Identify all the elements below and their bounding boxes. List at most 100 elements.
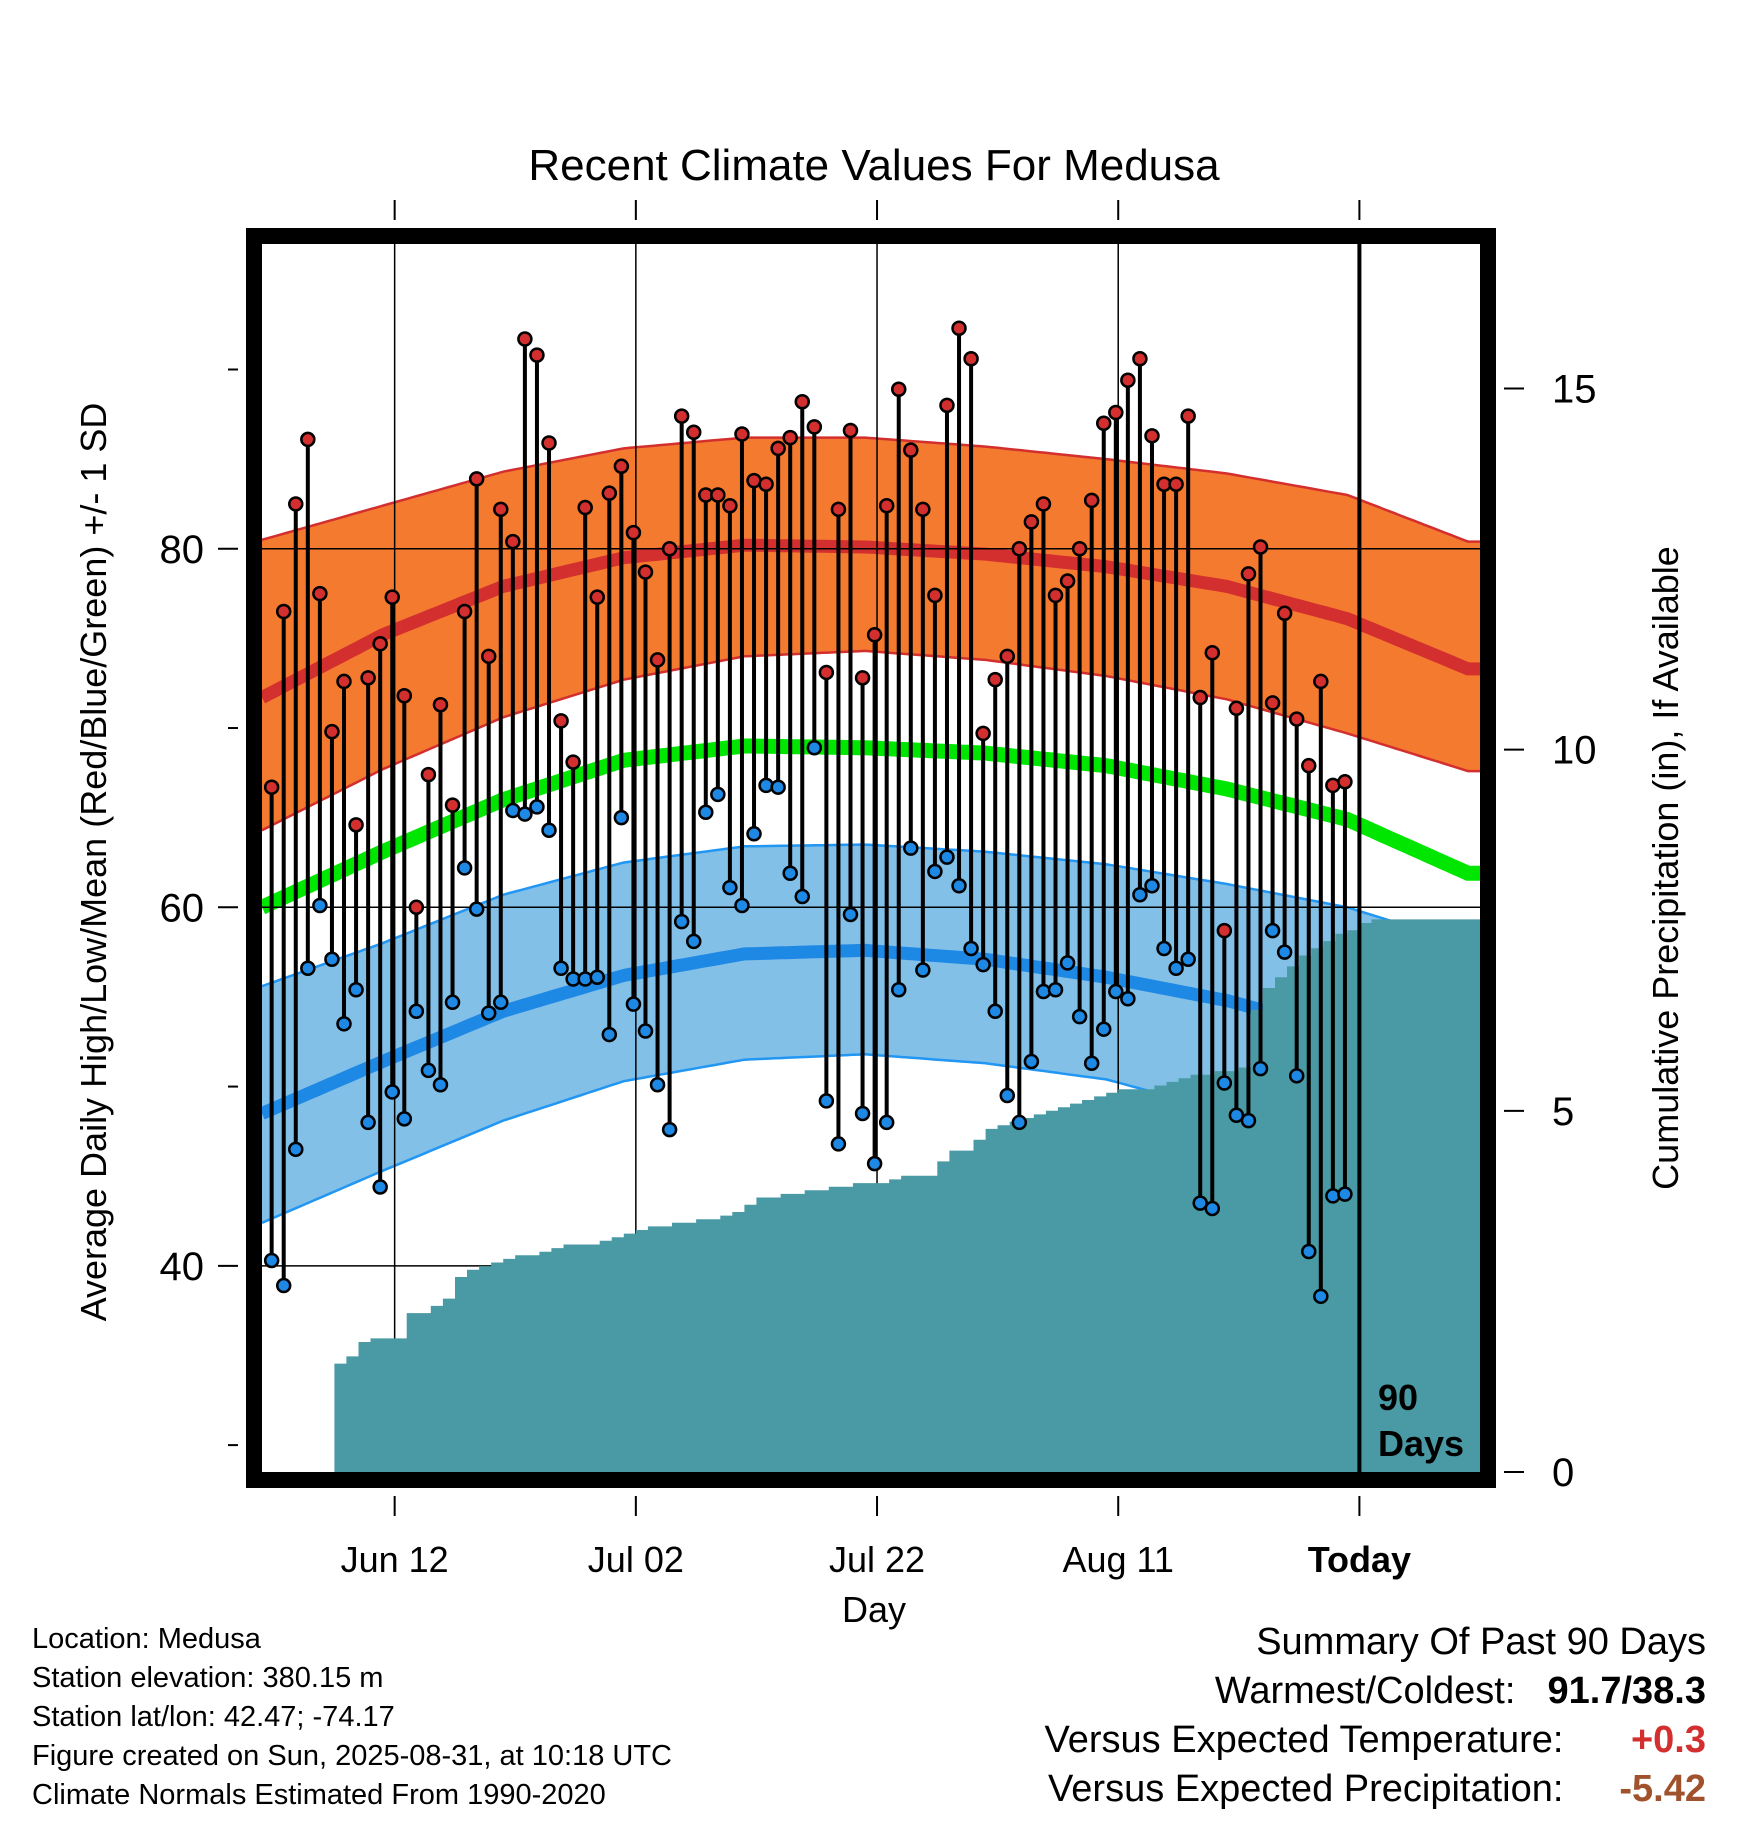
- high-point: [1288, 711, 1305, 727]
- low-point: [830, 1136, 847, 1152]
- low-point: [866, 1155, 883, 1172]
- high-point: [456, 603, 473, 620]
- y-tick-label: 60: [160, 886, 205, 930]
- high-point: [673, 408, 690, 424]
- high-point: [637, 564, 654, 580]
- low-point: [408, 1003, 425, 1020]
- high-point: [987, 671, 1003, 688]
- temp-label: Versus Expected Temperature:: [1044, 1719, 1564, 1761]
- x-tick-label: Today: [1308, 1539, 1411, 1580]
- low-point: [1264, 922, 1281, 939]
- high-point: [263, 779, 280, 795]
- low-point: [529, 799, 545, 815]
- low-point: [432, 1077, 449, 1093]
- high-point: [288, 496, 304, 512]
- high-point: [1071, 541, 1088, 557]
- low-point: [806, 739, 823, 756]
- low-point: [1240, 1112, 1257, 1129]
- low-point: [288, 1141, 304, 1158]
- low-point: [710, 786, 726, 803]
- low-point: [685, 933, 702, 950]
- y2-tick-label: 10: [1552, 729, 1597, 773]
- high-point: [529, 347, 545, 363]
- high-point: [722, 497, 738, 514]
- high-point: [1035, 496, 1052, 512]
- high-point: [1252, 539, 1269, 555]
- low-point: [818, 1093, 835, 1109]
- high-point: [444, 797, 461, 813]
- high-point: [565, 754, 581, 770]
- low-point: [1180, 951, 1196, 968]
- low-point: [673, 913, 690, 930]
- low-point: [420, 1062, 437, 1079]
- high-point: [661, 541, 678, 557]
- high-point: [541, 435, 557, 451]
- high-point: [312, 585, 328, 602]
- high-point: [577, 499, 593, 516]
- low-point: [263, 1252, 280, 1269]
- low-point: [963, 940, 979, 957]
- low-point: [444, 994, 461, 1011]
- low-point: [698, 804, 714, 821]
- high-point: [806, 419, 823, 435]
- high-point: [1120, 372, 1136, 388]
- low-point: [903, 840, 919, 856]
- low-point: [517, 806, 533, 822]
- high-point: [1108, 404, 1124, 421]
- high-point: [794, 394, 811, 410]
- high-point: [1095, 415, 1112, 432]
- high-point: [360, 670, 376, 686]
- precip-label: Versus Expected Precipitation:: [1048, 1768, 1564, 1810]
- high-point: [336, 673, 352, 690]
- high-point: [866, 627, 883, 643]
- chart-title: Recent Climate Values For Medusa: [528, 141, 1220, 190]
- high-point: [951, 320, 967, 337]
- x-tick-label: Jul 22: [829, 1539, 925, 1580]
- high-point: [758, 476, 774, 492]
- high-point: [384, 589, 400, 605]
- low-point: [541, 822, 557, 838]
- low-point: [746, 826, 762, 842]
- low-point: [722, 879, 738, 896]
- high-point: [854, 670, 871, 686]
- latlon-text: Station lat/lon: 42.47; -74.17: [32, 1701, 395, 1733]
- today-days-label-text: Days: [1378, 1423, 1464, 1464]
- y-axis-label: Average Daily High/Low/Mean (Red/Blue/Gr…: [73, 403, 114, 1322]
- low-point: [1144, 878, 1160, 894]
- low-point: [589, 969, 606, 985]
- low-point: [468, 901, 485, 917]
- low-point: [1337, 1186, 1353, 1202]
- high-point: [601, 485, 618, 501]
- low-point: [842, 906, 859, 923]
- low-point: [854, 1105, 871, 1122]
- high-point: [1168, 476, 1184, 492]
- high-point: [710, 487, 726, 503]
- high-point: [625, 524, 642, 541]
- low-sd-upper-line: [262, 843, 1480, 988]
- high-point: [878, 497, 895, 514]
- low-point: [360, 1114, 376, 1131]
- low-point: [975, 956, 991, 973]
- high-point: [432, 696, 449, 713]
- high-point: [468, 471, 485, 487]
- plot-area: [262, 244, 1480, 1472]
- low-point: [553, 960, 569, 977]
- high-point: [1023, 514, 1040, 530]
- low-point: [1216, 1075, 1233, 1091]
- low-point: [1047, 982, 1064, 998]
- summary-heading: Summary Of Past 90 Days: [1256, 1621, 1706, 1663]
- low-point: [1108, 983, 1124, 1000]
- warm-cold-label: Warmest/Coldest:: [1214, 1670, 1516, 1712]
- high-point: [1083, 492, 1100, 509]
- summary-panel: Summary Of Past 90 Days Warmest/Coldest:…: [1045, 1618, 1706, 1814]
- low-point: [1288, 1068, 1305, 1084]
- axes: 40 60 80 Jun 12 Jul 02 Jul 22 Aug 11 Today 0 5 10 1…: [160, 200, 1597, 1580]
- low-point: [480, 1005, 497, 1021]
- y2-axis-label: Cumulative Precipitation (in), If Availa…: [1645, 546, 1686, 1190]
- high-point: [1192, 689, 1208, 706]
- low-point: [1313, 1288, 1329, 1305]
- low-point: [1132, 887, 1148, 903]
- low-point: [613, 809, 630, 826]
- low-point: [770, 779, 786, 795]
- x-tick-label: Jul 02: [588, 1539, 684, 1580]
